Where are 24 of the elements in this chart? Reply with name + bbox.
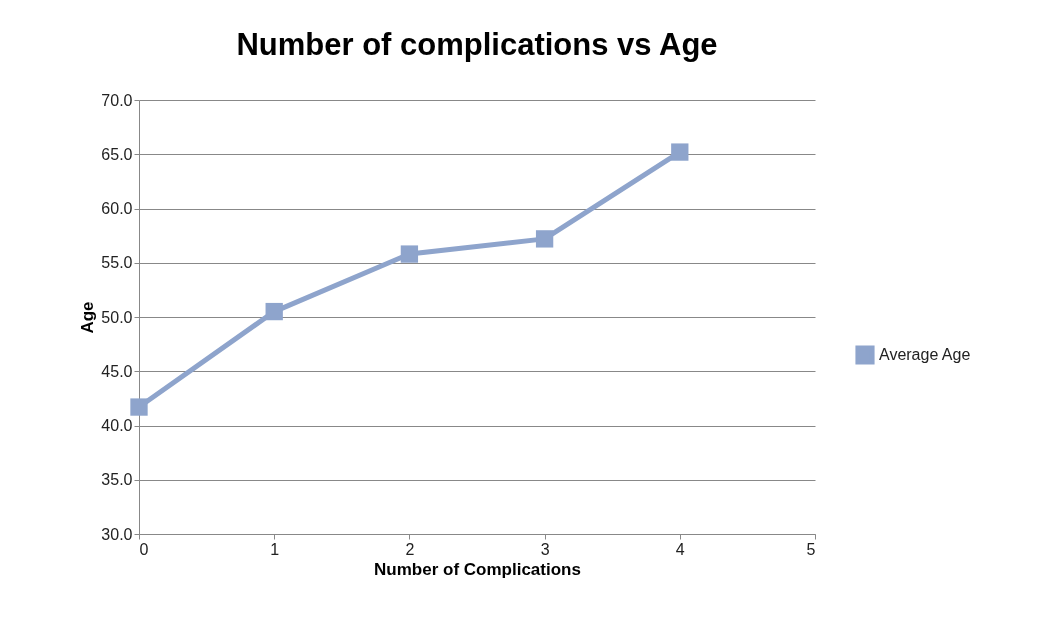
x-tick-label: 1 — [270, 540, 280, 558]
y-tick-label: 70.0 — [101, 91, 133, 109]
x-tick-label: 3 — [540, 540, 550, 558]
x-tick-label: 2 — [405, 540, 415, 558]
y-tick-label: 30.0 — [101, 525, 133, 543]
y-tick-label: 35.0 — [101, 471, 133, 489]
y-tick-label: 45.0 — [101, 362, 133, 380]
legend-label: Average Age — [879, 346, 971, 363]
x-axis-title: Number of Complications — [374, 559, 581, 579]
point — [130, 398, 148, 416]
chart-title: Number of complications vs Age — [236, 27, 718, 62]
y-tick-label: 65.0 — [101, 145, 133, 163]
x-tick-label: 5 — [806, 540, 816, 558]
x-tick-label: 0 — [139, 540, 149, 558]
y-axis-title: Age — [78, 301, 98, 334]
x-tick-label: 4 — [675, 540, 685, 558]
y-tick-label: 55.0 — [101, 254, 133, 272]
y-tick-label: 50.0 — [101, 308, 133, 326]
point — [400, 245, 419, 263]
y-tick-label: 60.0 — [101, 200, 133, 217]
point — [671, 143, 689, 161]
point — [535, 230, 554, 248]
point — [265, 302, 283, 321]
y-tick-label: 40.0 — [101, 417, 133, 434]
